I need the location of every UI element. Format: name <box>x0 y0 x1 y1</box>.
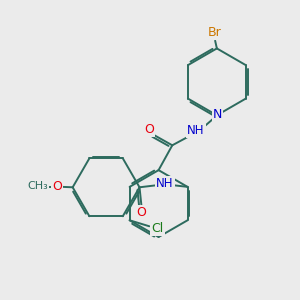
Text: O: O <box>137 206 147 219</box>
Text: O: O <box>144 123 154 136</box>
Text: NH: NH <box>187 124 205 137</box>
Text: Cl: Cl <box>152 221 164 235</box>
Text: Br: Br <box>207 26 221 40</box>
Text: N: N <box>213 108 222 121</box>
Text: NH: NH <box>156 176 174 190</box>
Text: CH₃: CH₃ <box>28 181 48 191</box>
Text: O: O <box>52 179 62 193</box>
